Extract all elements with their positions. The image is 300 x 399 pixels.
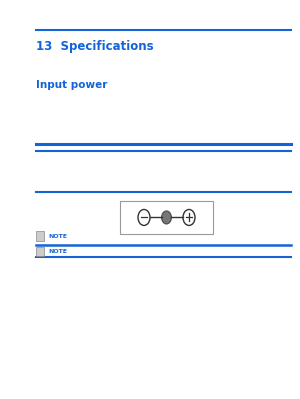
FancyBboxPatch shape: [36, 247, 44, 256]
FancyBboxPatch shape: [120, 201, 213, 234]
FancyBboxPatch shape: [36, 231, 44, 241]
Circle shape: [138, 209, 150, 225]
Circle shape: [183, 209, 195, 225]
Circle shape: [162, 211, 171, 224]
Text: Input power: Input power: [36, 80, 107, 90]
Text: 13  Specifications: 13 Specifications: [36, 40, 154, 53]
Text: NOTE: NOTE: [48, 249, 67, 254]
Text: NOTE: NOTE: [48, 234, 67, 239]
